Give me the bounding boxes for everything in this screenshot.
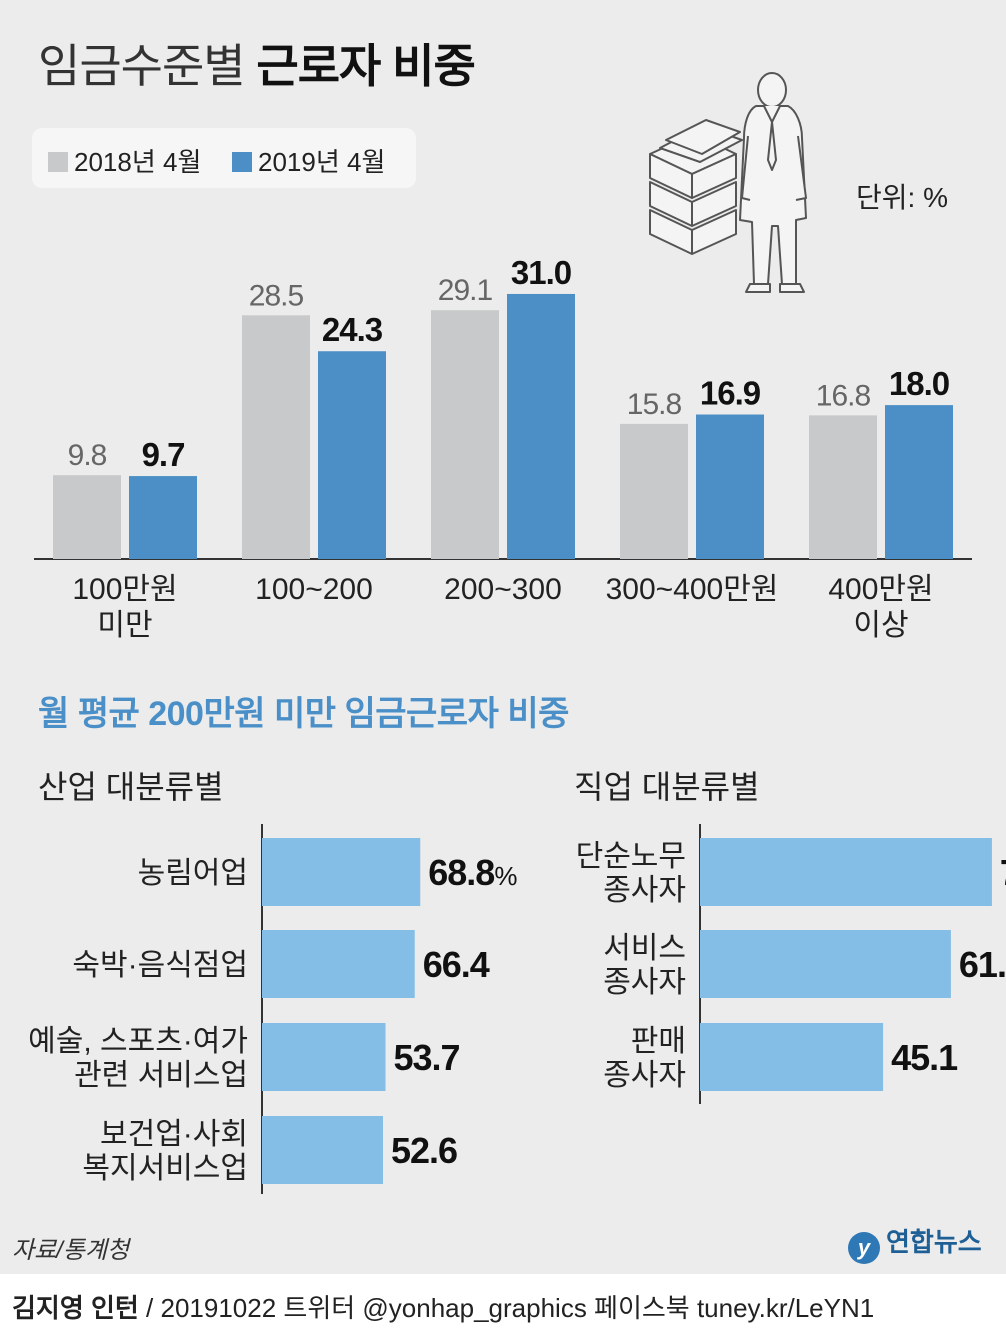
logo-mark-icon: y (848, 1232, 880, 1264)
hbar-0 (700, 838, 992, 906)
occupation-chart-title: 직업 대분류별 (574, 769, 760, 805)
bar-label-2019-3: 16.9 (700, 375, 761, 412)
hbar-category-0: 단순노무 종사자 (576, 840, 686, 907)
main-bar-chart: 9.8 9.7 100만원 미만 28.5 24.3 100~200 29.1 31.0 200~… (34, 254, 972, 642)
logo-text: 연합뉴스 (886, 1227, 982, 1257)
bar-2018-0 (53, 475, 121, 559)
title-light: 임금수준별 (38, 40, 246, 92)
legend-item-2018: 2018년 4월 (48, 142, 201, 179)
category-label-4: 400만원 이상 (828, 573, 933, 642)
hbar-category-1: 서비스 종사자 (603, 932, 686, 999)
credit-line: 김지영 인턴 / 20191022 트위터 @yonhap_graphics 페… (12, 1288, 874, 1325)
hbar-category-3: 보건업·사회 복지서비스업 (82, 1118, 248, 1185)
hbar-value-2: 53.7 (394, 1037, 460, 1078)
bar-label-2018-3: 15.8 (627, 388, 682, 421)
hbar-value-0: 71.9% (1000, 852, 1006, 893)
person-with-stacks-icon (649, 72, 807, 293)
bar-label-2019-1: 24.3 (322, 311, 383, 348)
legend-label-2019: 2019년 4월 (258, 147, 386, 177)
bar-2019-2 (507, 293, 575, 559)
page-title: 임금수준별 근로자 비중 (38, 30, 476, 96)
bar-label-2018-4: 16.8 (816, 379, 871, 412)
unit-label: 단위: % (856, 182, 948, 213)
industry-bar-chart: 68.8% 농림어업 66.4 숙박·음식점업 53.7 예술, 스포츠·여가 관련 서비스… (28, 824, 518, 1194)
hbar-1 (262, 930, 415, 998)
legend-swatch-gray (48, 152, 68, 172)
hbar-value-0: 68.8% (428, 852, 517, 893)
industry-chart-title: 산업 대분류별 (38, 769, 224, 805)
hbar-category-2: 예술, 스포츠·여가 관련 서비스업 (28, 1025, 248, 1092)
hbar-category-0: 농림어업 (138, 857, 248, 890)
bar-2019-4 (885, 405, 953, 559)
credit-name: 김지영 인턴 (12, 1293, 139, 1323)
title-bold: 근로자 비중 (256, 40, 475, 92)
bar-2018-4 (809, 415, 877, 559)
legend-label-2018: 2018년 4월 (74, 147, 202, 177)
bar-2018-3 (620, 423, 688, 559)
legend: 2018년 4월 2019년 4월 (32, 128, 416, 188)
hbar-3 (262, 1116, 383, 1184)
category-label-3: 300~400만원 (606, 573, 779, 606)
bar-2018-2 (431, 310, 499, 559)
bar-label-2019-2: 31.0 (511, 254, 571, 291)
hbar-0 (262, 838, 421, 906)
bar-2019-1 (318, 351, 386, 559)
bar-2019-0 (129, 476, 197, 559)
legend-item-2019: 2019년 4월 (232, 142, 385, 179)
credit-rest: / 20191022 트위터 @yonhap_graphics 페이스북 tun… (138, 1293, 875, 1323)
footer-bar (0, 1274, 1006, 1328)
hbar-category-2: 판매 종사자 (603, 1025, 686, 1092)
legend-swatch-blue (232, 152, 252, 172)
bar-label-2018-2: 29.1 (438, 274, 493, 307)
hbar-1 (700, 930, 951, 998)
hbar-value-3: 52.6 (391, 1130, 457, 1171)
source-note: 자료/통계청 (12, 1237, 130, 1264)
category-label-2: 200~300 (444, 573, 562, 606)
bar-label-2019-0: 9.7 (142, 436, 185, 473)
hbar-value-2: 45.1 (891, 1037, 958, 1078)
hbar-2 (262, 1023, 386, 1091)
bar-label-2018-1: 28.5 (249, 279, 304, 312)
category-label-0: 100만원 미만 (72, 573, 177, 642)
bar-2019-3 (696, 414, 764, 559)
category-label-1: 100~200 (255, 573, 373, 606)
hbar-2 (700, 1023, 884, 1091)
hbar-value-1: 66.4 (423, 944, 490, 985)
bar-2018-1 (242, 315, 310, 559)
yonhap-logo: y 연합뉴스 (848, 1222, 982, 1264)
section2-title: 월 평균 200만원 미만 임금근로자 비중 (38, 695, 569, 733)
hbar-value-1: 61.8 (959, 944, 1006, 985)
bar-label-2018-0: 9.8 (68, 439, 107, 472)
hbar-category-1: 숙박·음식점업 (72, 949, 248, 982)
bar-label-2019-4: 18.0 (889, 365, 949, 402)
